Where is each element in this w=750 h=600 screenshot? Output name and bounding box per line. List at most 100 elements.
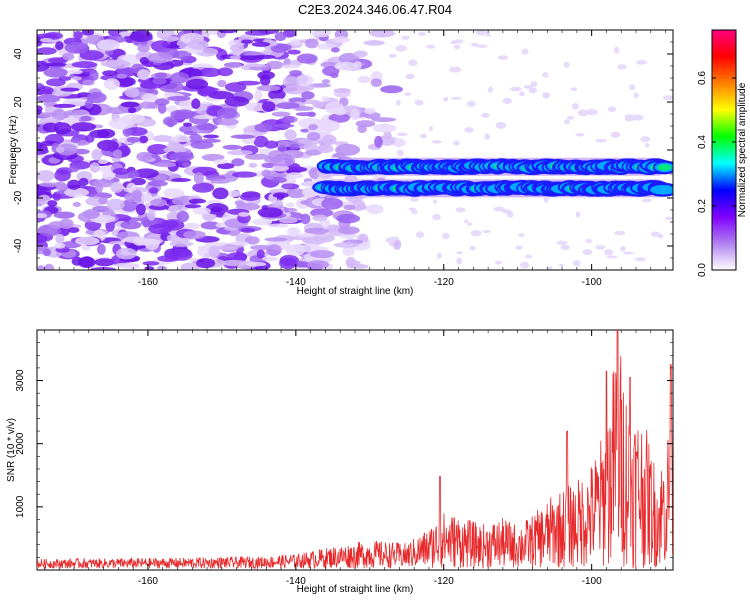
heatmap-noise-cell (170, 136, 191, 143)
heatmap-noise-cell (349, 264, 369, 269)
heatmap-noise-cell (453, 140, 460, 146)
heatmap-noise-cell (335, 143, 361, 156)
heatmap-noise-cell (396, 132, 408, 137)
heatmap-line-cell (657, 164, 672, 171)
heatmap-noise-cell (485, 33, 491, 37)
heatmap-noise-cell (90, 267, 116, 270)
heatmap-noise-cell (321, 197, 343, 210)
heatmap-noise-cell (364, 108, 376, 115)
heatmap-noise-cell (380, 85, 403, 94)
heatmap-noise-cell (264, 140, 279, 149)
heatmap-noise-cell (272, 192, 289, 199)
heatmap-noise-cell (321, 134, 337, 146)
heatmap-noise-cell (113, 262, 139, 269)
heatmap-noise-cell (452, 39, 464, 44)
heatmap-noise-cell (575, 133, 585, 137)
heatmap-noise-cell (230, 44, 245, 52)
heatmap-y-tick-label: 20 (13, 96, 24, 108)
snr-x-tick-label: -120 (434, 576, 454, 587)
heatmap-noise-cell (370, 78, 382, 87)
heatmap-noise-cell (166, 44, 180, 49)
heatmap-noise-cell (212, 187, 229, 200)
heatmap-noise-cell (147, 180, 168, 187)
heatmap-noise-cell (287, 49, 301, 55)
heatmap-noise-cell (230, 134, 256, 139)
heatmap-noise-cell (154, 162, 177, 168)
heatmap-noise-cell (261, 101, 276, 112)
heatmap-noise-cell (312, 214, 328, 222)
heatmap-noise-cell (136, 151, 153, 162)
heatmap-noise-cell (192, 207, 211, 215)
heatmap-noise-cell (84, 99, 94, 109)
heatmap-noise-cell (124, 87, 140, 98)
heatmap-noise-cell (232, 171, 257, 178)
heatmap-noise-cell (336, 213, 361, 224)
heatmap-noise-cell (131, 189, 142, 200)
heatmap-noise-cell (229, 241, 249, 246)
heatmap-noise-cell (55, 41, 64, 51)
heatmap-noise-cell (80, 115, 92, 122)
heatmap-noise-cell (171, 178, 191, 182)
heatmap-noise-cell (102, 70, 118, 76)
heatmap-noise-cell (262, 256, 278, 262)
heatmap-noise-cell (363, 40, 385, 46)
heatmap-noise-cell (43, 263, 55, 270)
heatmap-noise-cell (106, 107, 130, 114)
heatmap-noise-cell (350, 108, 360, 121)
heatmap-noise-cell (227, 190, 241, 198)
heatmap-noise-cell (287, 227, 300, 237)
heatmap-noise-cell (147, 209, 156, 221)
heatmap-noise-cell (338, 52, 360, 65)
heatmap-noise-cell (251, 41, 271, 47)
heatmap-noise-cell (497, 55, 509, 60)
heatmap-noise-cell (632, 114, 644, 121)
heatmap-noise-cell (157, 103, 167, 114)
heatmap-noise-cell (405, 73, 415, 80)
heatmap-noise-cell (466, 100, 476, 107)
heatmap-noise-cell (493, 206, 505, 212)
heatmap-noise-cell (205, 203, 229, 215)
heatmap-noise-cell (530, 81, 538, 88)
heatmap-noise-cell (301, 91, 315, 100)
heatmap-noise-cell (577, 109, 589, 117)
heatmap-x-tick-label: -140 (286, 277, 306, 288)
heatmap-noise-cell (120, 199, 138, 212)
heatmap-noise-cell (170, 72, 190, 84)
heatmap-noise-cell (185, 78, 209, 90)
heatmap-noise-cell (278, 216, 298, 224)
heatmap-noise-cell (431, 140, 442, 144)
colorbar-tick-label: 0.6 (697, 71, 708, 85)
colorbar-gradient (712, 30, 736, 270)
heatmap-noise-cell (608, 106, 617, 112)
heatmap-noise-cell (184, 204, 202, 209)
heatmap-noise-cell (357, 124, 367, 134)
heatmap-noise-cell (285, 202, 295, 207)
heatmap-noise-cell (286, 188, 306, 199)
heatmap-noise-cell (42, 248, 52, 257)
heatmap-noise-cell (324, 101, 344, 114)
heatmap-noise-cell (415, 231, 424, 238)
heatmap-noise-cell (240, 227, 256, 233)
heatmap-noise-cell (37, 86, 54, 95)
heatmap-noise-cell (357, 75, 371, 84)
heatmap-noise-cell (572, 260, 581, 267)
heatmap-noise-cell (464, 219, 469, 224)
heatmap-noise-cell (450, 96, 462, 100)
heatmap-noise-cell (119, 31, 134, 37)
heatmap-noise-cell (456, 257, 463, 265)
heatmap-noise-cell (64, 109, 88, 116)
heatmap-noise-cell (71, 61, 98, 68)
heatmap-noise-cell (385, 237, 397, 243)
heatmap-noise-cell (71, 122, 96, 132)
heatmap-noise-cell (92, 206, 113, 210)
heatmap-noise-cell (614, 46, 620, 54)
heatmap-noise-cell (303, 142, 318, 151)
heatmap-noise-cell (37, 36, 43, 47)
heatmap-noise-cell (210, 179, 231, 184)
heatmap-noise-cell (110, 181, 124, 193)
heatmap-y-tick-label: 0 (13, 147, 24, 153)
heatmap-noise-cell (100, 59, 124, 68)
heatmap-noise-cell (116, 73, 128, 79)
heatmap-noise-cell (281, 64, 300, 69)
heatmap-noise-cell (595, 245, 606, 250)
